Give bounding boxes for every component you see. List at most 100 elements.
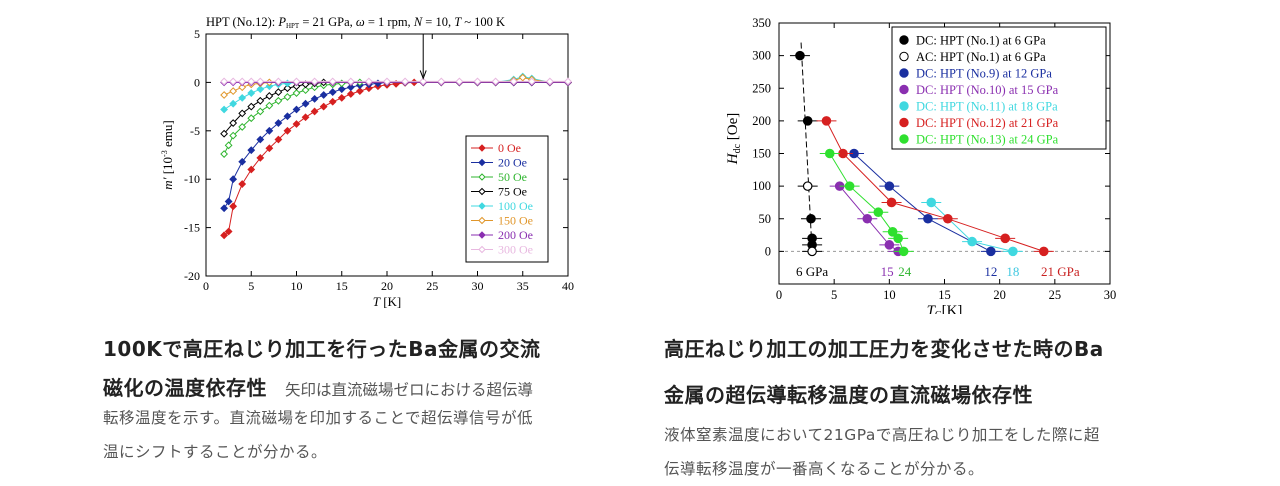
data-point: [283, 112, 292, 121]
left-caption-body-line1: 矢印は直流磁場ゼロにおける超伝導: [285, 381, 534, 399]
data-point: [265, 101, 274, 110]
x-tick-label: 0: [776, 288, 782, 302]
data-point: [884, 240, 895, 250]
legend-label: 0 Oe: [498, 141, 521, 155]
x-tick-label: 10: [883, 288, 896, 302]
fit-line-5: [825, 120, 1044, 252]
right-caption-body-line2: 伝導転移温度が一番高くなることが分かる。: [664, 460, 985, 478]
x-tick-label: 5: [248, 279, 254, 293]
x-tick-label: 25: [1049, 288, 1062, 302]
data-point: [256, 85, 265, 94]
data-point: [301, 99, 310, 108]
data-point: [292, 77, 301, 86]
legend-label: DC: HPT (No.9) at 12 GPa: [916, 67, 1052, 81]
data-point: [491, 77, 500, 86]
data-point: [337, 85, 346, 94]
legend-label: 200 Oe: [498, 228, 533, 242]
y-tick-label: 100: [752, 179, 771, 193]
data-point: [455, 77, 464, 86]
left-caption-title-line2: 磁化の温度依存性: [103, 376, 267, 400]
data-point: [265, 126, 274, 135]
data-point: [419, 77, 428, 86]
legend-marker: [899, 51, 909, 62]
x-tick-label: 30: [472, 279, 484, 293]
data-point: [886, 197, 897, 208]
data-point: [1038, 246, 1049, 257]
legend-marker: [478, 187, 486, 196]
data-point: [274, 135, 283, 144]
data-point: [926, 197, 937, 208]
data-point: [943, 213, 953, 224]
data-point: [283, 126, 292, 135]
legend-marker: [478, 202, 486, 210]
series-5: [816, 116, 1054, 257]
data-point: [224, 141, 233, 150]
y-tick-label: -20: [184, 269, 200, 283]
data-point: [274, 77, 283, 86]
data-point: [265, 92, 274, 100]
y-axis-label: m' [10-3 emu]: [160, 120, 175, 189]
data-point: [220, 77, 229, 86]
y-tick-label: -15: [184, 221, 200, 235]
data-point: [802, 181, 813, 191]
data-point: [238, 123, 247, 131]
data-point: [310, 94, 319, 103]
data-point: [229, 87, 238, 96]
data-point: [292, 120, 301, 128]
tc-annotation: 6 GPa: [796, 264, 828, 279]
y-tick-label: 250: [752, 81, 771, 95]
data-point: [224, 197, 233, 206]
series-1: [797, 181, 823, 257]
data-point: [220, 150, 229, 158]
series-7: [220, 77, 572, 86]
data-point: [319, 91, 328, 99]
data-point: [229, 202, 238, 211]
data-point: [292, 105, 301, 114]
x-axis-label: TC[K]: [927, 303, 963, 314]
data-point: [893, 233, 903, 244]
series-0: [789, 50, 823, 250]
chart-title: HPT (No.12): PHPT = 21 GPa, ω = 1 rpm, N…: [206, 15, 505, 30]
data-point: [238, 109, 247, 118]
data-point: [247, 89, 256, 97]
data-point: [802, 116, 813, 126]
data-point: [247, 146, 256, 155]
data-point: [967, 236, 977, 247]
data-point: [247, 165, 256, 174]
tc-annotation: 12: [984, 264, 997, 279]
data-point: [473, 77, 482, 86]
data-point: [265, 144, 274, 153]
data-point: [256, 135, 265, 144]
left-caption-title-line1: 100Kで高圧ねじり加工を行ったBa金属の交流: [103, 337, 541, 361]
legend-marker: [899, 68, 909, 78]
y-tick-label: 50: [759, 212, 772, 226]
data-point: [509, 77, 518, 86]
x-tick-label: 35: [517, 279, 529, 293]
tc-arrow-head: [419, 70, 427, 80]
series-4: [921, 197, 1023, 257]
data-point: [274, 96, 283, 105]
data-point: [986, 246, 996, 257]
x-tick-label: 0: [203, 279, 209, 293]
data-point: [355, 87, 364, 96]
data-point: [229, 175, 238, 184]
fit-line-3: [839, 185, 899, 252]
tc-annotation: 15: [881, 264, 894, 279]
data-point: [256, 77, 265, 86]
x-tick-label: 5: [831, 288, 837, 302]
x-tick-label: 20: [993, 288, 1006, 302]
data-point: [229, 77, 238, 86]
x-tick-label: 15: [938, 288, 951, 302]
data-point: [401, 77, 410, 86]
legend-marker: [899, 117, 909, 128]
data-point: [256, 153, 265, 162]
x-tick-label: 25: [426, 279, 438, 293]
data-point: [238, 83, 247, 92]
legend-marker: [478, 216, 486, 225]
fit-line-2: [853, 153, 992, 252]
data-point: [862, 213, 873, 224]
left-caption: 100Kで高圧ねじり加工を行ったBa金属の交流 磁化の温度依存性 矢印は直流磁場ゼ…: [103, 326, 643, 469]
data-point: [884, 181, 895, 191]
legend-label: DC: HPT (No.12) at 21 GPa: [916, 116, 1059, 130]
data-point: [383, 77, 391, 86]
